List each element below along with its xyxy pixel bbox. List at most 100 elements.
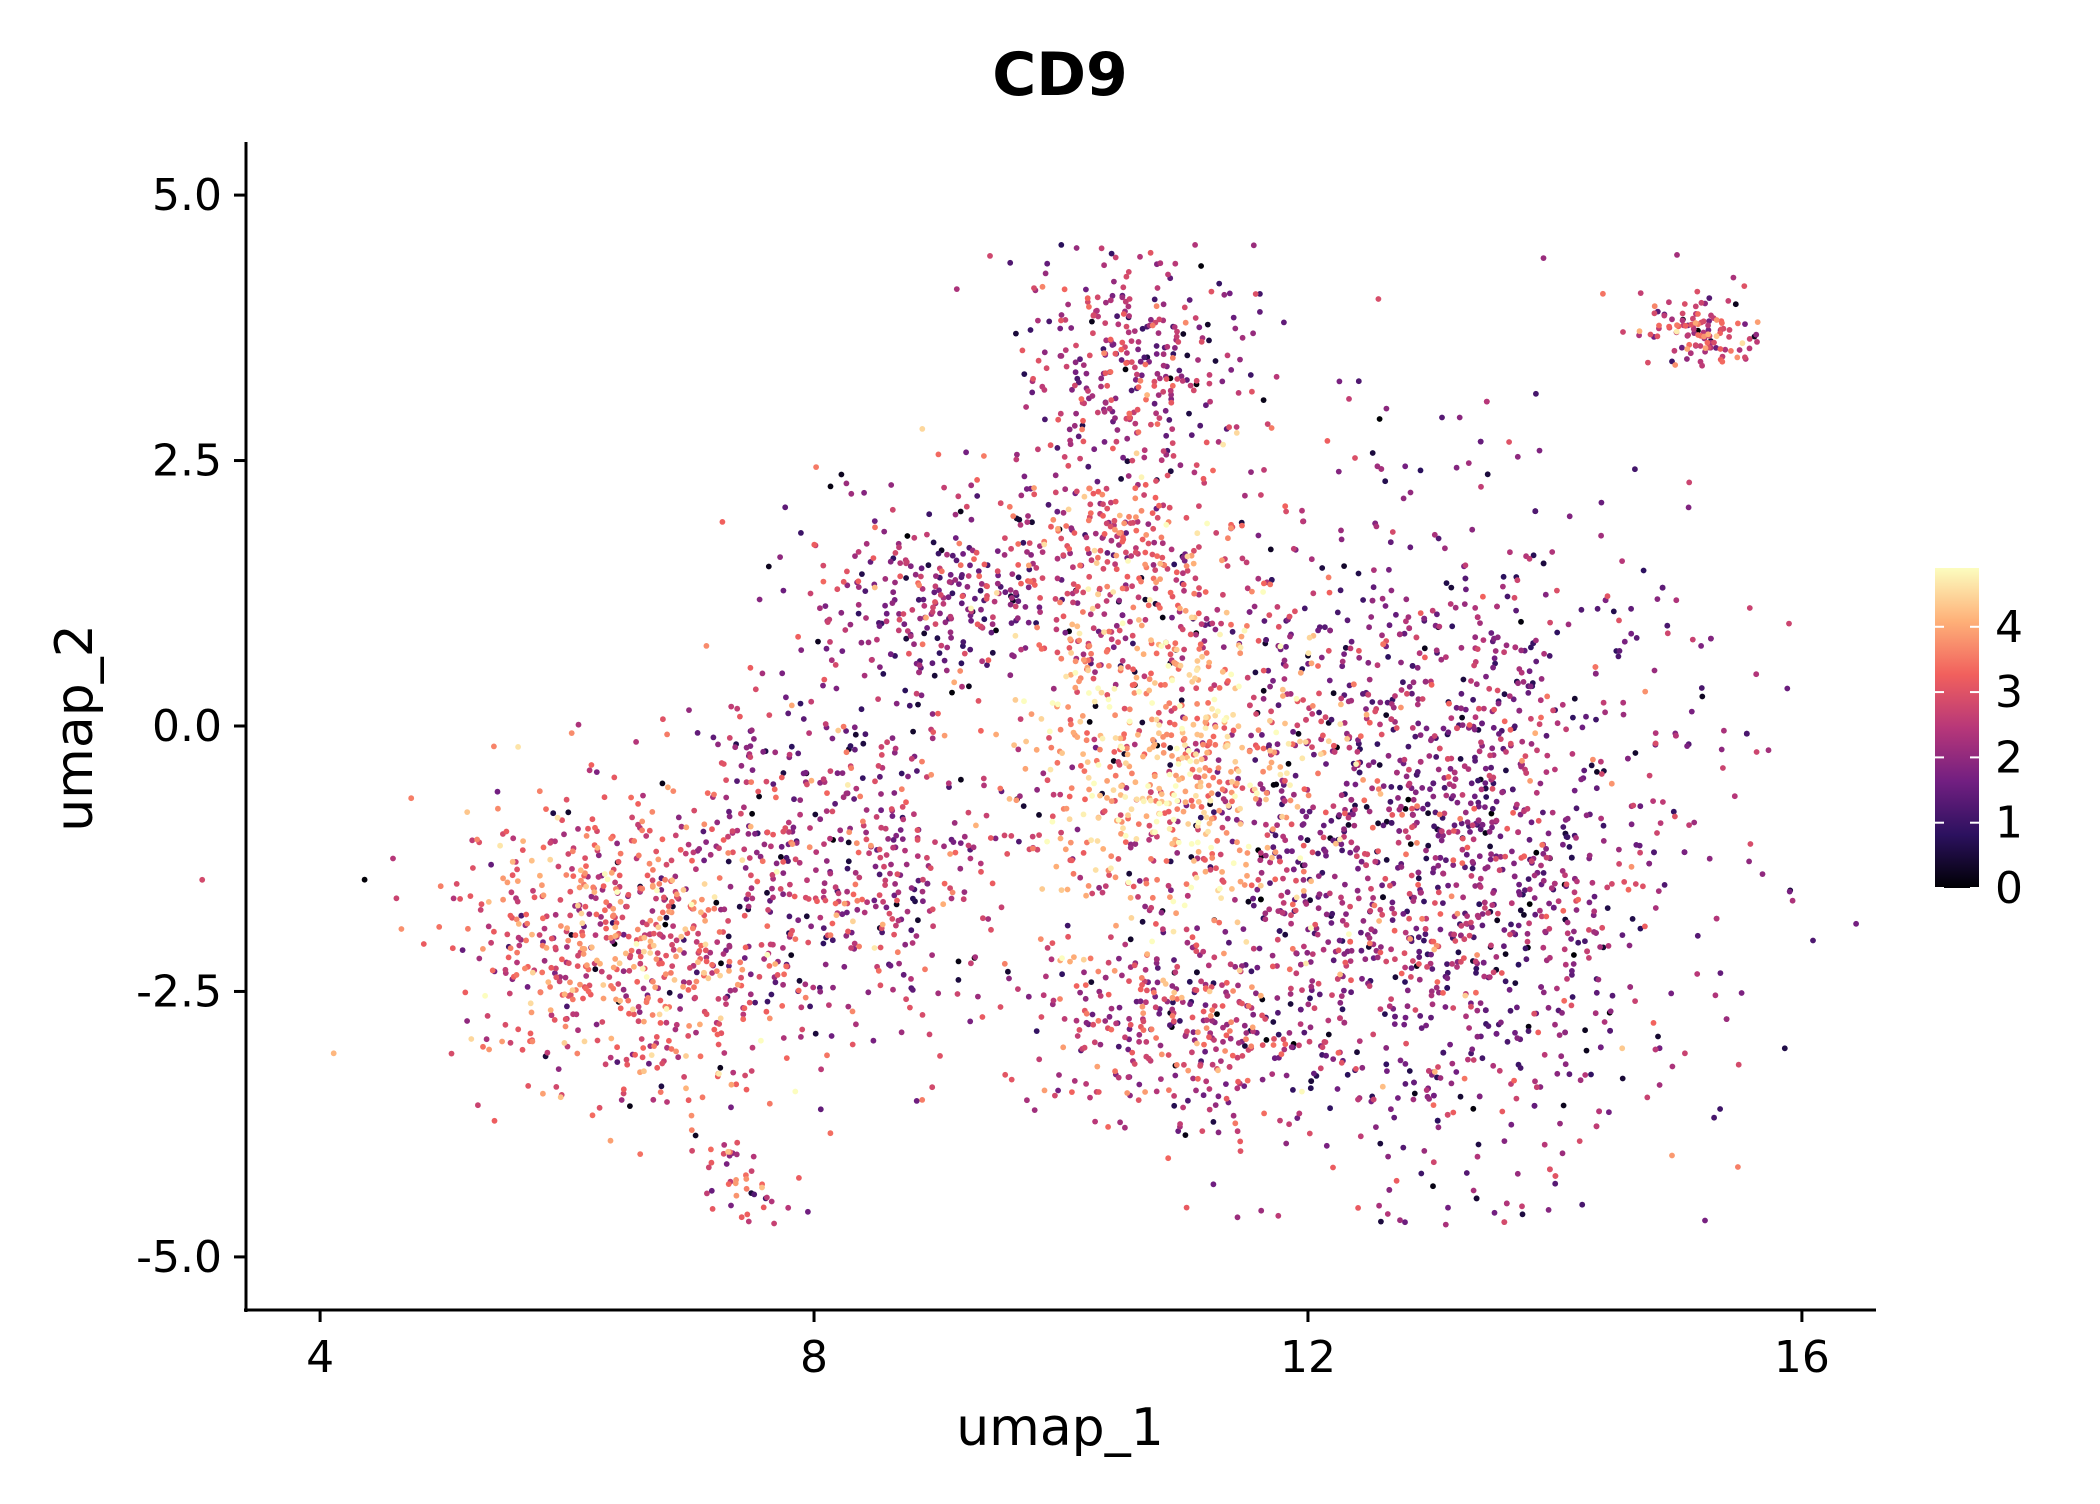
data-point	[1476, 1093, 1483, 1100]
data-point	[1309, 849, 1316, 856]
data-point	[1163, 376, 1170, 382]
data-point	[629, 814, 635, 821]
data-point	[1615, 653, 1622, 660]
data-point	[1528, 715, 1534, 722]
data-point	[1232, 1120, 1239, 1127]
data-point	[1434, 611, 1440, 618]
data-point	[987, 253, 993, 259]
data-point	[537, 989, 544, 996]
data-point	[1481, 705, 1487, 712]
data-point	[1106, 1013, 1113, 1020]
data-point	[523, 911, 530, 918]
data-point	[579, 945, 586, 952]
data-point	[1512, 644, 1519, 651]
data-point	[748, 872, 754, 879]
data-point	[662, 971, 669, 978]
data-point	[600, 982, 607, 988]
data-point	[820, 925, 827, 931]
data-point	[1731, 793, 1738, 800]
data-point	[669, 877, 676, 884]
data-point	[1122, 635, 1129, 642]
data-point	[717, 1015, 724, 1022]
data-point	[1463, 1170, 1470, 1176]
data-point	[1395, 839, 1402, 846]
data-point	[882, 602, 888, 609]
data-point	[892, 579, 898, 586]
data-point	[1515, 961, 1522, 968]
data-point	[1458, 690, 1465, 697]
data-point	[958, 600, 965, 607]
data-point	[632, 1051, 638, 1058]
data-point	[1607, 1027, 1613, 1034]
data-point	[763, 778, 770, 785]
data-point	[1193, 631, 1199, 638]
data-point	[1028, 552, 1034, 558]
data-point	[1579, 1201, 1586, 1208]
data-point	[1197, 783, 1204, 790]
data-point	[653, 1034, 660, 1040]
data-point	[1289, 848, 1295, 855]
data-point	[1487, 843, 1493, 850]
data-point	[1436, 623, 1443, 630]
data-point	[1753, 331, 1760, 338]
data-point	[705, 975, 712, 982]
data-point	[565, 937, 572, 944]
data-point	[1135, 1097, 1142, 1103]
data-point	[1200, 1008, 1207, 1015]
data-point	[1338, 701, 1344, 708]
data-point	[827, 639, 833, 645]
data-point	[1314, 931, 1321, 938]
data-point	[1165, 1052, 1172, 1058]
data-point	[821, 880, 828, 887]
data-point	[973, 822, 979, 829]
data-point	[1083, 1010, 1090, 1017]
data-point	[1278, 788, 1285, 794]
data-point	[950, 839, 957, 845]
data-point	[1366, 935, 1373, 941]
data-point	[1357, 1133, 1364, 1140]
data-point	[1087, 611, 1094, 618]
data-point	[1447, 601, 1454, 607]
data-point	[1431, 1092, 1437, 1099]
data-point	[1124, 1090, 1131, 1096]
data-point	[1039, 886, 1046, 892]
data-point	[964, 583, 971, 590]
data-point	[1235, 982, 1241, 989]
data-point	[1463, 920, 1470, 927]
data-point	[1673, 732, 1679, 739]
data-point	[591, 889, 598, 895]
data-point	[1212, 724, 1219, 730]
data-point	[771, 1220, 777, 1227]
data-point	[1181, 304, 1188, 311]
data-point	[1736, 347, 1743, 353]
data-point	[1354, 845, 1361, 852]
data-point	[1267, 747, 1273, 754]
data-point	[1511, 723, 1518, 730]
data-point	[663, 952, 669, 959]
data-point	[1671, 347, 1678, 354]
data-point	[1461, 601, 1468, 607]
data-point	[919, 1097, 926, 1103]
data-point	[747, 823, 754, 830]
data-point	[970, 844, 977, 851]
data-point	[1469, 822, 1476, 829]
data-point	[1249, 1024, 1256, 1031]
data-point	[1287, 782, 1293, 788]
data-point	[853, 840, 860, 847]
data-point	[1015, 574, 1022, 581]
data-point	[930, 729, 937, 735]
data-point	[1187, 631, 1194, 638]
data-point	[1159, 540, 1166, 547]
data-point	[1058, 887, 1065, 893]
data-point	[1356, 769, 1363, 776]
data-point	[888, 861, 894, 868]
data-point	[1233, 430, 1240, 436]
data-point	[843, 728, 849, 734]
data-point	[1383, 857, 1390, 863]
data-point	[1146, 746, 1153, 753]
data-point	[1339, 917, 1346, 924]
data-point	[469, 837, 476, 844]
data-point	[711, 894, 718, 900]
data-point	[1140, 1010, 1147, 1017]
data-point	[1062, 347, 1069, 353]
